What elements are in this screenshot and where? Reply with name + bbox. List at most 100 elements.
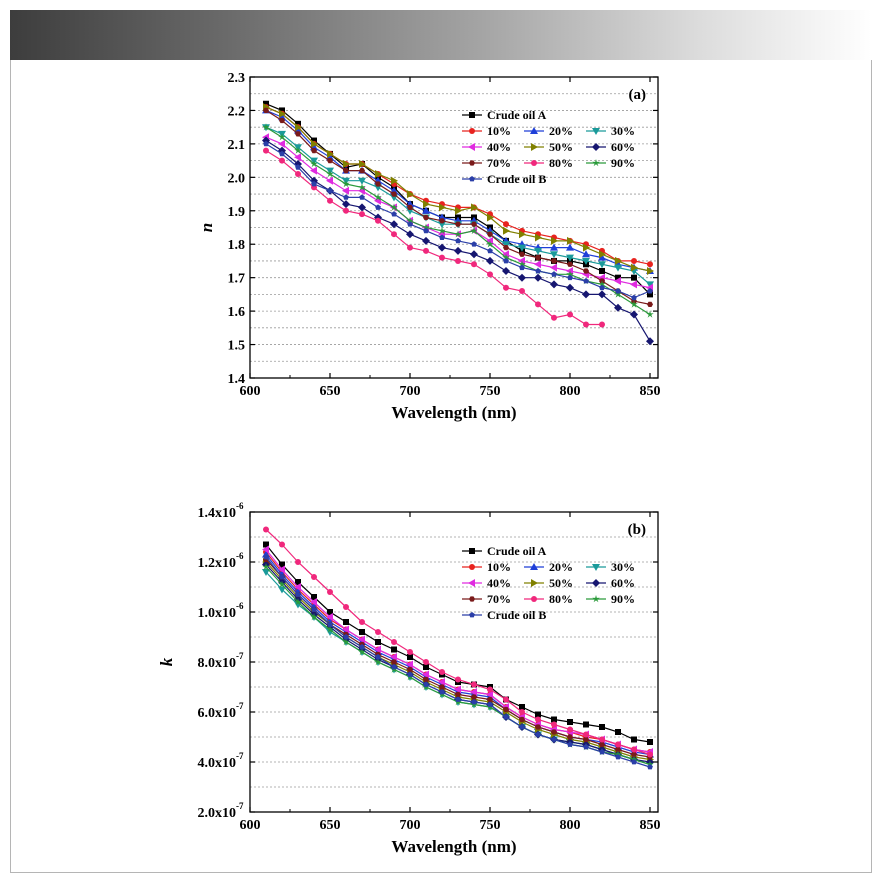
legend-label: 60%	[611, 576, 635, 590]
legend-label: 70%	[487, 592, 511, 606]
y-tick-label: 1.2x10	[198, 556, 237, 571]
data-point	[310, 613, 318, 621]
panel-b-series-40pct	[262, 545, 653, 756]
data-point	[342, 200, 350, 209]
y-tick-exponent: -7	[236, 751, 244, 761]
data-point	[470, 250, 478, 259]
data-point	[630, 310, 638, 319]
data-point	[375, 204, 381, 210]
legend-swatch-marker	[469, 176, 475, 182]
data-point	[614, 303, 622, 312]
y-tick-label: 1.8	[228, 238, 246, 253]
panel-b-series-crude-oil-b	[263, 554, 653, 770]
legend-item-crude-oil-a: Crude oil A	[462, 544, 547, 558]
data-point	[278, 580, 286, 588]
data-point	[598, 290, 606, 299]
y-tick-label: 4.0x10	[198, 756, 237, 771]
data-point	[279, 150, 285, 157]
data-point	[423, 681, 429, 687]
data-point	[598, 261, 606, 269]
legend-item-50pct: 50%	[524, 140, 573, 154]
legend-swatch-marker	[531, 160, 537, 166]
data-point	[279, 107, 285, 114]
data-point	[583, 744, 589, 750]
data-point	[583, 321, 589, 328]
y-tick-exponent: -6	[236, 501, 244, 511]
data-point	[391, 646, 397, 653]
data-point	[327, 149, 334, 158]
data-point	[487, 213, 494, 222]
data-point	[279, 541, 285, 548]
data-point	[486, 236, 493, 245]
legend-label: 80%	[549, 592, 573, 606]
data-point	[407, 221, 413, 227]
legend-swatch-marker	[592, 143, 600, 151]
data-point	[519, 251, 525, 257]
data-point	[647, 261, 653, 268]
data-point	[567, 261, 573, 267]
data-point	[311, 574, 317, 580]
data-point	[439, 254, 445, 261]
data-point	[503, 706, 509, 713]
data-point	[326, 170, 334, 178]
data-point	[262, 563, 270, 571]
legend-swatch-marker	[530, 127, 538, 134]
panel-b-x-axis-title: Wavelength (nm)	[391, 837, 516, 856]
panel-b-legend: Crude oil A 10% 20% 30% 40% 50% 60% 70% 80% 90% Cr…	[462, 544, 635, 622]
y-tick-label: 1.7	[228, 272, 246, 287]
legend-item-30pct: 30%	[586, 124, 635, 138]
data-point	[615, 754, 621, 760]
data-point	[519, 230, 526, 239]
data-point	[278, 139, 285, 148]
data-point	[422, 206, 430, 214]
legend-item-60pct: 60%	[586, 140, 635, 154]
data-point	[423, 659, 429, 665]
data-point	[263, 100, 269, 107]
y-tick-exponent: -7	[236, 651, 244, 661]
panel-b-series-60pct	[262, 560, 654, 766]
series-line-90pct	[265, 566, 651, 766]
data-point	[263, 107, 269, 113]
x-tick-label: 850	[640, 818, 661, 833]
panel-a-series-70pct	[263, 107, 653, 307]
data-point	[503, 221, 509, 228]
data-point	[358, 183, 366, 191]
data-point	[614, 290, 622, 298]
data-point	[359, 211, 365, 218]
data-point	[439, 669, 445, 675]
data-point	[390, 186, 398, 194]
legend-swatch-marker	[468, 579, 475, 587]
legend-label: 10%	[487, 124, 511, 138]
data-point	[535, 731, 541, 737]
data-point	[358, 203, 366, 212]
data-point	[406, 207, 414, 215]
legend-label: 60%	[611, 140, 635, 154]
data-point	[343, 207, 349, 214]
data-point	[374, 193, 382, 201]
data-point	[407, 190, 414, 199]
y-tick-label: 6.0x10	[198, 706, 237, 721]
data-point	[455, 257, 461, 264]
data-point	[615, 288, 621, 294]
data-point	[406, 230, 414, 239]
data-point	[550, 243, 558, 251]
data-point	[471, 241, 477, 247]
data-point	[599, 749, 605, 755]
data-point	[503, 714, 509, 720]
data-point	[263, 147, 269, 154]
data-point	[263, 554, 269, 560]
legend-swatch-marker	[469, 128, 475, 134]
panel-a-series-80pct	[263, 147, 605, 328]
data-point	[454, 685, 461, 694]
data-point	[582, 250, 590, 258]
data-point	[326, 153, 334, 161]
series-line-80pct	[265, 529, 651, 756]
legend-item-20pct: 20%	[524, 560, 573, 574]
legend-label: 10%	[487, 560, 511, 574]
panel-a-label: (a)	[629, 87, 647, 103]
data-point	[438, 213, 446, 221]
data-point	[423, 214, 429, 221]
data-point	[503, 257, 509, 264]
legend-swatch-marker	[531, 596, 537, 602]
